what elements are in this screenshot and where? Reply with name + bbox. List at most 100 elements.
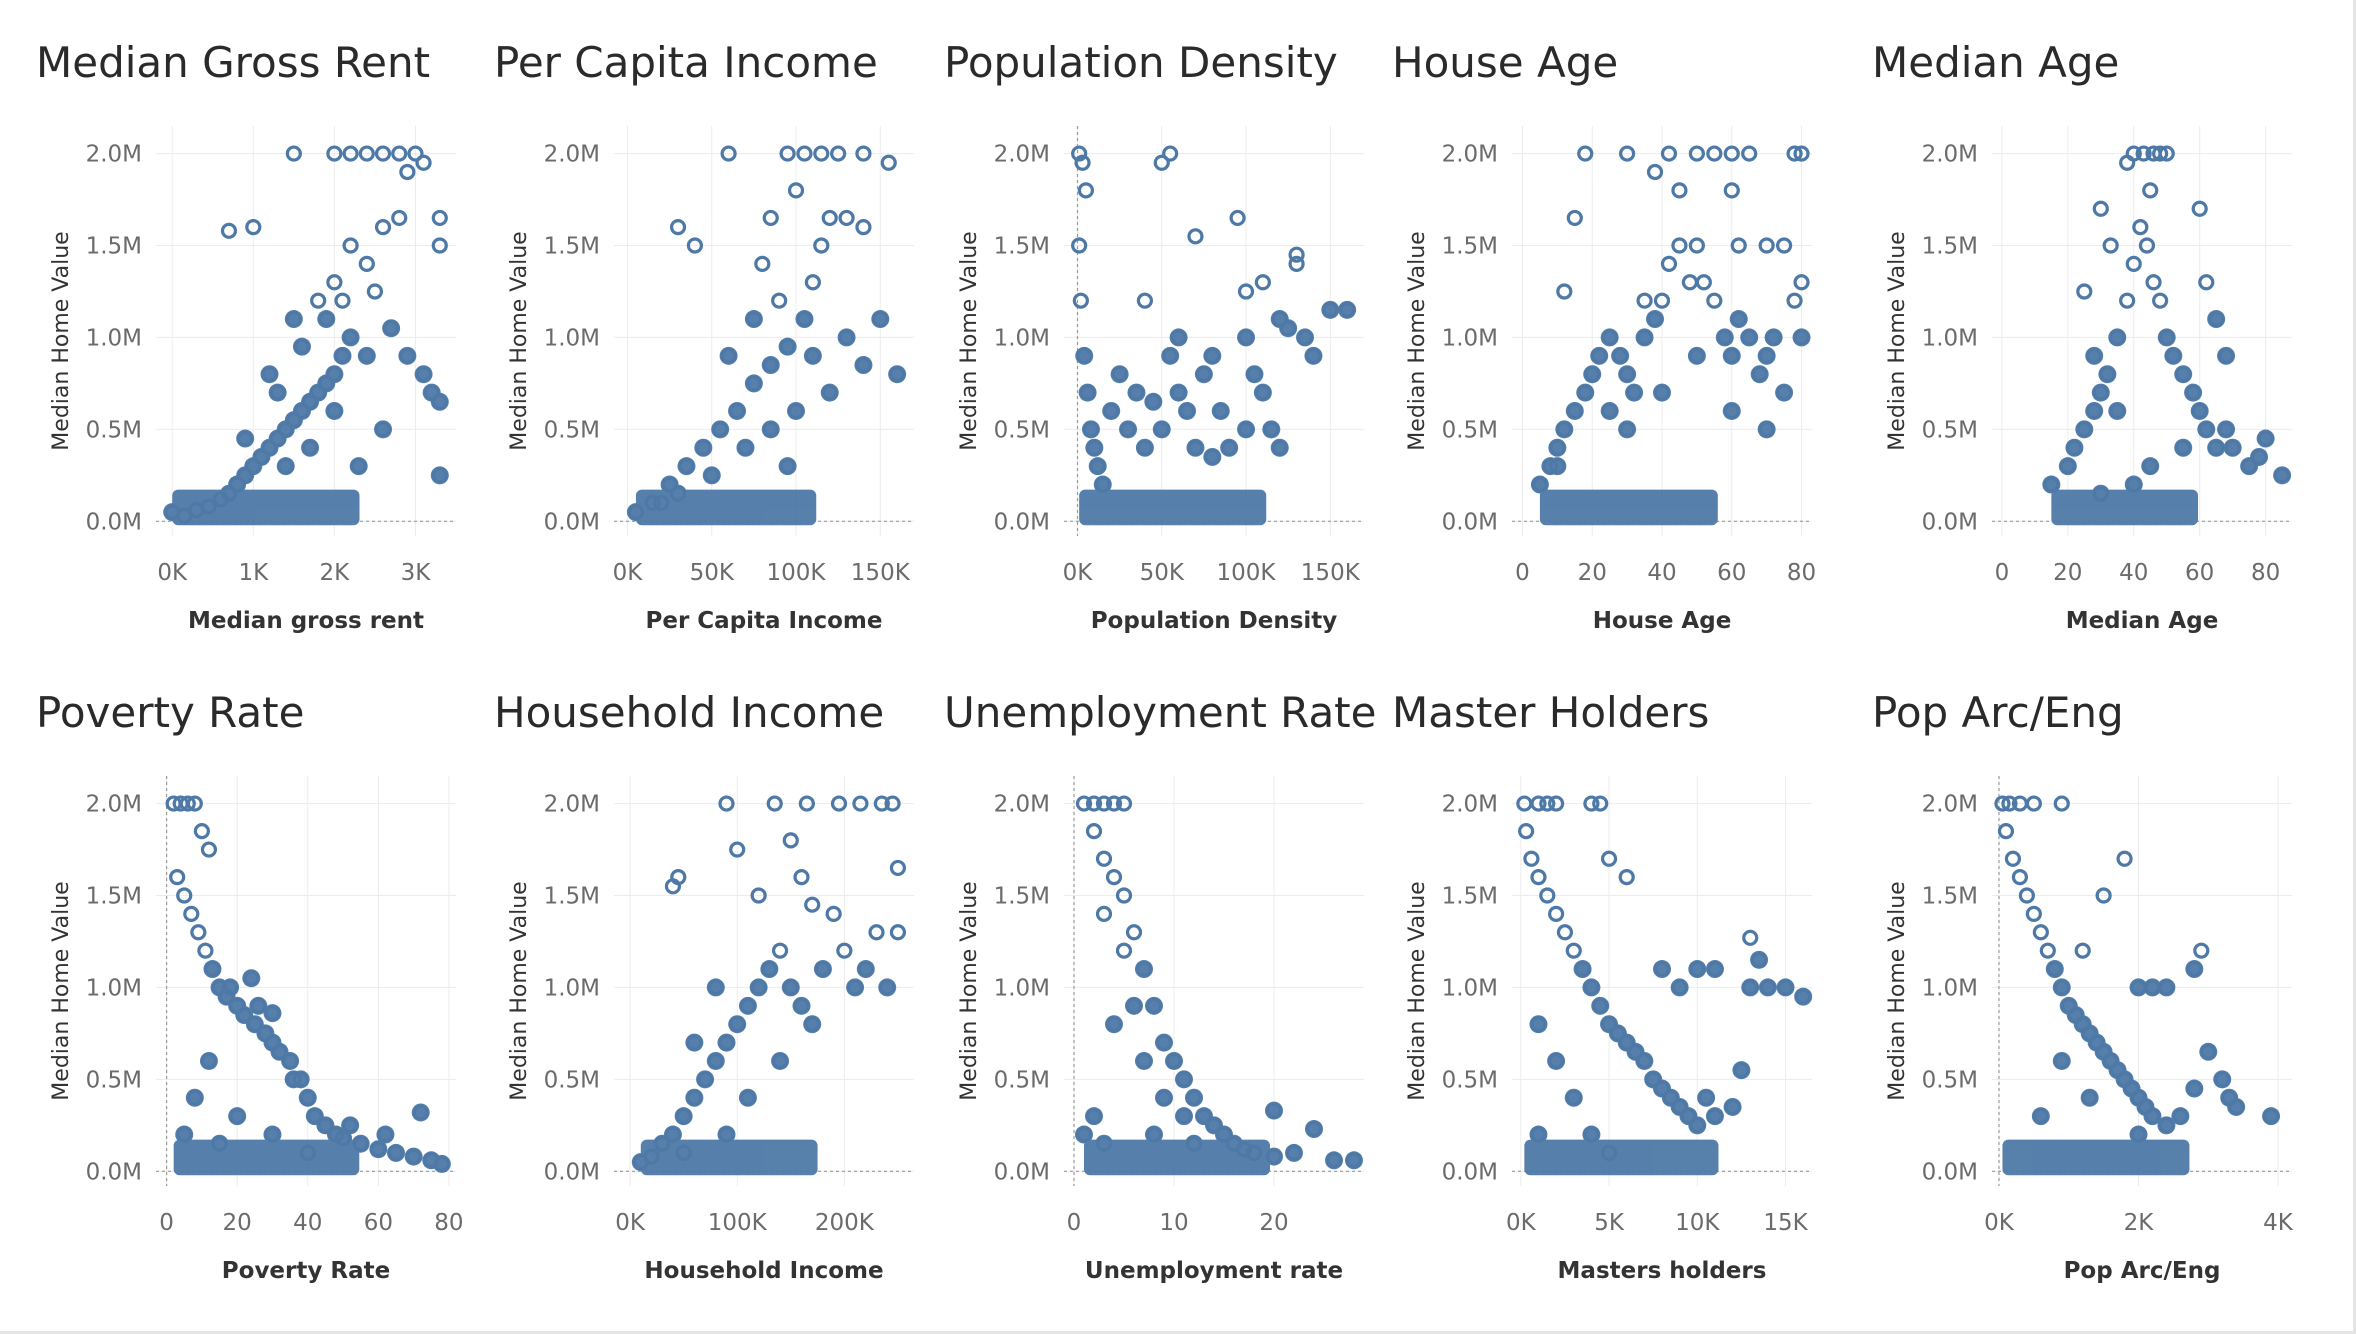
y-axis-title: Median Home Value xyxy=(49,881,74,1100)
data-point xyxy=(1619,366,1636,383)
dense-band xyxy=(2051,489,2199,526)
data-point xyxy=(804,347,821,364)
data-point xyxy=(269,430,286,447)
data-point xyxy=(1075,1126,1093,1143)
data-point xyxy=(1165,1052,1183,1070)
point-cloud xyxy=(1524,950,1813,1176)
data-point xyxy=(1716,329,1733,346)
data-point xyxy=(245,219,262,236)
data-point xyxy=(431,467,448,484)
data-point xyxy=(1688,347,1705,364)
data-point xyxy=(1688,145,1705,162)
y-tick-label: 0.0M xyxy=(994,1159,1050,1185)
data-point xyxy=(1688,237,1705,254)
data-point xyxy=(1254,274,1271,291)
data-point xyxy=(2032,1108,2049,1125)
data-point xyxy=(1245,1144,1263,1162)
data-point xyxy=(293,402,311,420)
data-point xyxy=(754,255,771,272)
chart-title: Per Capita Income xyxy=(494,38,878,87)
y-tick-label: 2.0M xyxy=(544,142,600,168)
x-tick-label: 20 xyxy=(1578,560,1607,586)
data-point xyxy=(2018,887,2035,904)
x-tick-label: 0 xyxy=(1067,1210,1082,1236)
data-point xyxy=(1566,209,1583,227)
x-axis-title: Median gross rent xyxy=(188,608,424,634)
data-point xyxy=(243,970,260,987)
data-point xyxy=(1625,384,1643,401)
x-tick-label: 0K xyxy=(613,560,644,586)
data-point xyxy=(301,439,319,456)
data-point xyxy=(2214,1071,2231,1088)
data-point xyxy=(1583,979,1600,996)
y-tick-label: 1.0M xyxy=(544,975,600,1001)
data-point xyxy=(1135,960,1153,978)
data-point xyxy=(729,1016,746,1033)
data-point xyxy=(264,1126,281,1143)
data-point xyxy=(318,310,335,328)
data-point xyxy=(1793,274,1810,291)
data-point xyxy=(2172,1108,2189,1125)
data-point xyxy=(1548,1052,1565,1070)
y-tick-label: 0.0M xyxy=(544,509,600,535)
chart-title: Household Income xyxy=(494,688,885,737)
data-point xyxy=(707,1052,724,1070)
y-tick-label: 2.0M xyxy=(1922,142,1978,168)
data-point xyxy=(1095,905,1113,922)
data-point xyxy=(1288,255,1305,272)
data-point xyxy=(1600,1144,1618,1162)
data-point xyxy=(779,338,796,355)
y-tick-label: 0.5M xyxy=(1442,417,1498,443)
x-tick-label: 0K xyxy=(1063,560,1094,586)
data-point xyxy=(737,439,754,456)
data-point xyxy=(1136,292,1153,309)
data-point xyxy=(1609,1025,1626,1042)
data-point xyxy=(1125,924,1143,941)
data-point xyxy=(1548,905,1565,922)
x-tick-label: 50K xyxy=(690,560,735,586)
x-tick-label: 0K xyxy=(1506,1210,1537,1236)
data-point xyxy=(787,182,805,199)
data-point xyxy=(1175,1108,1193,1125)
data-point xyxy=(1195,1108,1213,1125)
y-tick-label: 2.0M xyxy=(1442,142,1498,168)
data-point xyxy=(2186,960,2203,978)
x-tick-label: 0K xyxy=(615,1210,646,1236)
data-point xyxy=(301,393,319,410)
data-point xyxy=(399,163,416,181)
data-point xyxy=(745,310,762,328)
data-point xyxy=(1212,402,1229,420)
data-point xyxy=(1155,1034,1173,1051)
data-point xyxy=(2135,145,2152,162)
data-point xyxy=(1592,795,1609,812)
data-point xyxy=(2109,402,2126,420)
x-tick-label: 50K xyxy=(1140,560,1185,586)
data-point xyxy=(383,320,400,337)
y-axis-title: Median Home Value xyxy=(49,231,74,450)
y-tick-label: 0.0M xyxy=(544,1159,600,1185)
data-point xyxy=(220,222,238,239)
data-point xyxy=(334,347,351,364)
data-point xyxy=(1698,1089,1715,1106)
data-point xyxy=(1689,960,1706,978)
data-point xyxy=(1645,1071,1662,1088)
data-point xyxy=(2208,310,2225,328)
data-point xyxy=(766,795,783,812)
scatter-plot: 0.0M 0.5M 1.0M 1.5M 2.0M 0K 50K 100K 150K Per Cap… xyxy=(507,126,914,634)
data-point xyxy=(2191,402,2208,420)
data-point xyxy=(1742,979,1759,996)
data-point xyxy=(2004,850,2022,867)
y-tick-label: 0.5M xyxy=(86,1067,142,1093)
data-point xyxy=(1724,1098,1741,1116)
data-point xyxy=(1204,347,1221,364)
data-point xyxy=(1072,292,1089,309)
data-point xyxy=(750,979,767,996)
data-point xyxy=(1187,439,1204,456)
y-tick-label: 1.0M xyxy=(86,975,142,1001)
data-point xyxy=(1786,292,1803,309)
data-point xyxy=(762,209,779,227)
data-point xyxy=(884,795,901,812)
data-point xyxy=(855,219,872,236)
y-tick-label: 0.0M xyxy=(994,509,1050,535)
data-point xyxy=(771,942,789,959)
